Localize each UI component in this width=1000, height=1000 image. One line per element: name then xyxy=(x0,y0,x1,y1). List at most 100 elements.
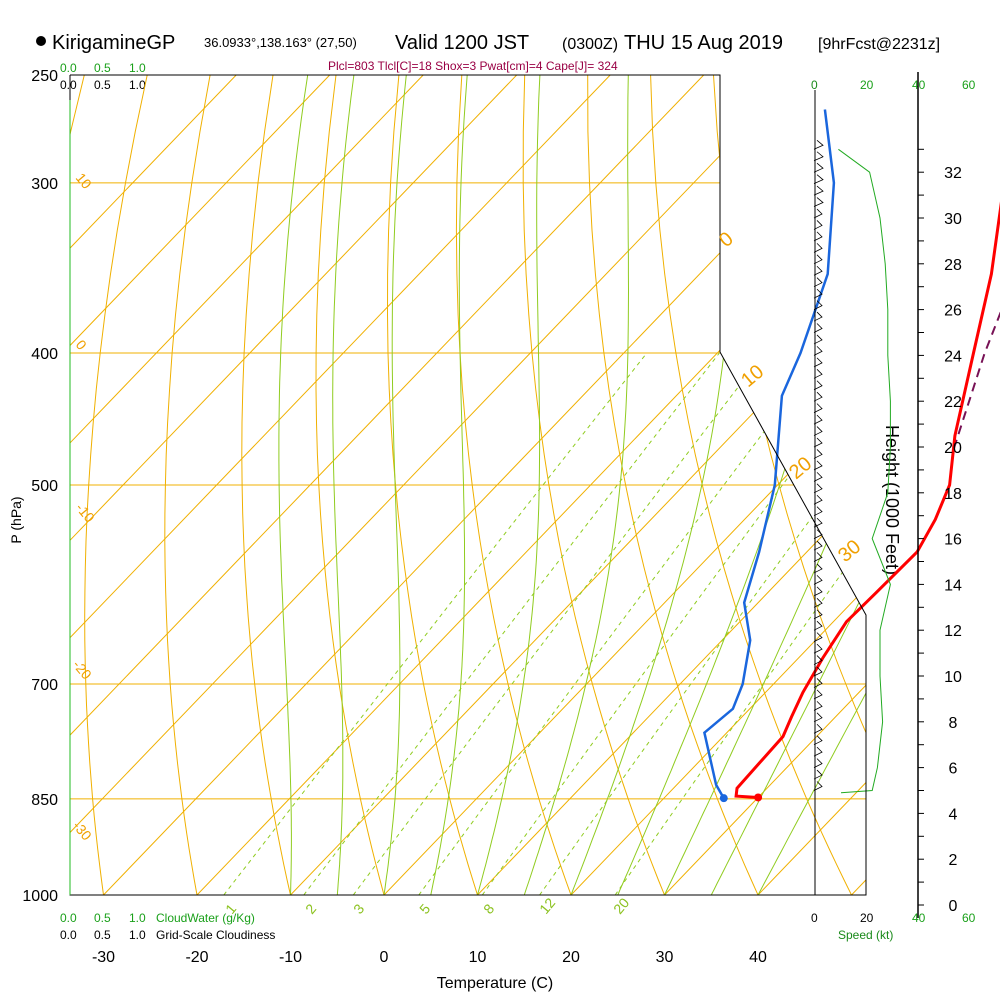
pressure-tick-label: 400 xyxy=(31,346,58,363)
wind-barb-icon xyxy=(813,265,823,276)
height-tick-label: 32 xyxy=(944,165,962,182)
height-axis-title: Height (1000 Feet) xyxy=(882,425,902,575)
cloudwater-scale-title: CloudWater (g/Kg) xyxy=(156,911,255,925)
moist-adiabat-line xyxy=(757,75,866,895)
wind-barb-icon xyxy=(813,586,823,597)
dewpoint-curve xyxy=(703,109,836,799)
wind-scale-bottom-40: 40 xyxy=(912,911,926,925)
wind-barb-icon xyxy=(813,494,823,505)
temperature-tick-label: -30 xyxy=(92,949,115,966)
wind-barb-icon xyxy=(813,185,824,196)
wind-barb-icon xyxy=(813,300,823,310)
wind-scale-top-0: 0 xyxy=(811,78,818,92)
wind-barb-icon xyxy=(813,598,823,608)
dry-adiabat-label: 10 xyxy=(73,170,95,192)
wind-barb-icon xyxy=(813,735,823,746)
temperature-tick-label: 30 xyxy=(656,949,674,966)
wind-barb-icon xyxy=(813,723,823,734)
wind-barb-icon xyxy=(813,620,823,631)
height-tick-label: 24 xyxy=(944,348,962,365)
wind-scale-top-40: 40 xyxy=(912,78,926,92)
cloudwater-scale-bottom-2: 1.0 xyxy=(129,911,146,925)
wind-barb-icon xyxy=(813,540,823,551)
pressure-tick-label: 250 xyxy=(31,68,58,85)
wind-barb-icon xyxy=(813,323,823,333)
wind-barb-icon xyxy=(813,609,823,620)
wind-barb-icon xyxy=(813,208,823,219)
pressure-tick-label: 500 xyxy=(31,478,58,495)
pressure-tick-label: 1000 xyxy=(22,888,58,905)
moist-adiabat-line xyxy=(383,75,407,895)
cloudiness-scale-bottom-1: 0.5 xyxy=(94,928,111,942)
wind-barb-icon xyxy=(813,357,823,368)
dry-adiabat-line xyxy=(455,75,572,895)
wind-scale-bottom-0: 0 xyxy=(811,911,818,925)
dry-adiabat-line xyxy=(838,75,866,895)
plot-grid xyxy=(70,75,866,895)
cloudwater-scale-top-0: 0.0 xyxy=(60,61,77,75)
mixing-ratio-label: 20 xyxy=(610,895,632,917)
wind-barb-icon xyxy=(813,712,823,723)
wind-barb-icon xyxy=(813,575,823,585)
title-bullet-icon xyxy=(36,36,46,46)
dry-adiabat-line xyxy=(386,75,478,895)
parcel-curve xyxy=(952,311,1000,449)
wind-barb-icon xyxy=(813,483,823,494)
wind-barb-icon xyxy=(813,506,823,517)
wind-barb-icon xyxy=(813,781,823,791)
wind-barb-icon xyxy=(813,678,823,688)
isotherm-line xyxy=(70,75,237,895)
height-tick-label: 18 xyxy=(944,486,962,503)
mixing-ratio-line xyxy=(614,352,866,895)
wind-speed-curve xyxy=(838,148,891,794)
mixing-ratio-label: 5 xyxy=(416,901,433,917)
height-tick-label: 8 xyxy=(949,715,958,732)
pressure-tick-label: 300 xyxy=(31,176,58,193)
wind-barb-icon xyxy=(813,254,823,265)
wind-barb-icon xyxy=(813,174,824,185)
moist-adiabat-line xyxy=(332,75,355,895)
mixing-ratio-line xyxy=(539,352,866,895)
height-tick-label: 30 xyxy=(944,211,962,228)
cloudwater-scale-bottom-1: 0.5 xyxy=(94,911,111,925)
cloudwater-scale-top-2: 1.0 xyxy=(129,61,146,75)
height-tick-label: 6 xyxy=(949,761,958,778)
mixing-ratio-label: 3 xyxy=(350,901,367,917)
mixing-ratio-line xyxy=(481,352,866,895)
wind-barb-icon xyxy=(813,346,823,356)
temperature-tick-label: 10 xyxy=(469,949,487,966)
cloudiness-scale-top-2: 1.0 xyxy=(129,78,146,92)
pressure-tick-label: 700 xyxy=(31,677,58,694)
surface-dewpoint-point xyxy=(719,794,728,803)
height-tick-label: 20 xyxy=(944,440,962,457)
wind-barb-icon xyxy=(813,403,823,414)
moist-adiabat-label: 0 xyxy=(715,228,738,252)
wind-barb-icon xyxy=(813,701,823,711)
moist-adiabat-label: 20 xyxy=(785,453,816,484)
mixing-ratio-label: 12 xyxy=(536,895,558,917)
wind-scale-title: Speed (kt) xyxy=(838,928,893,942)
dry-adiabat-label: 0 xyxy=(73,337,90,353)
isotherm-line xyxy=(70,75,331,895)
wind-scale-bottom-60: 60 xyxy=(962,911,976,925)
moist-adiabat-label: 10 xyxy=(737,361,768,392)
wind-barb-icon xyxy=(813,369,823,379)
wind-barb-icon xyxy=(813,437,823,448)
height-tick-label: 26 xyxy=(944,303,962,320)
x-axis-title: Temperature (C) xyxy=(437,975,553,992)
wind-barb-icon xyxy=(813,391,823,402)
wind-barb-icon xyxy=(813,460,823,471)
dry-adiabat-line xyxy=(587,75,759,895)
wind-barb-icon xyxy=(813,288,823,299)
dry-adiabat-label: -30 xyxy=(70,818,95,844)
wind-barb-icon xyxy=(813,769,823,780)
site-name: KirigamineGP xyxy=(52,32,175,54)
wind-scale-top-60: 60 xyxy=(962,78,976,92)
cloudwater-scale-bottom-0: 0.0 xyxy=(60,911,77,925)
temperature-tick-label: 0 xyxy=(380,949,389,966)
isotherm-line xyxy=(851,75,866,895)
isotherm-line xyxy=(70,75,424,895)
dry-adiabat-line xyxy=(84,75,148,895)
height-tick-label: 16 xyxy=(944,532,962,549)
wind-barbs xyxy=(813,139,824,791)
